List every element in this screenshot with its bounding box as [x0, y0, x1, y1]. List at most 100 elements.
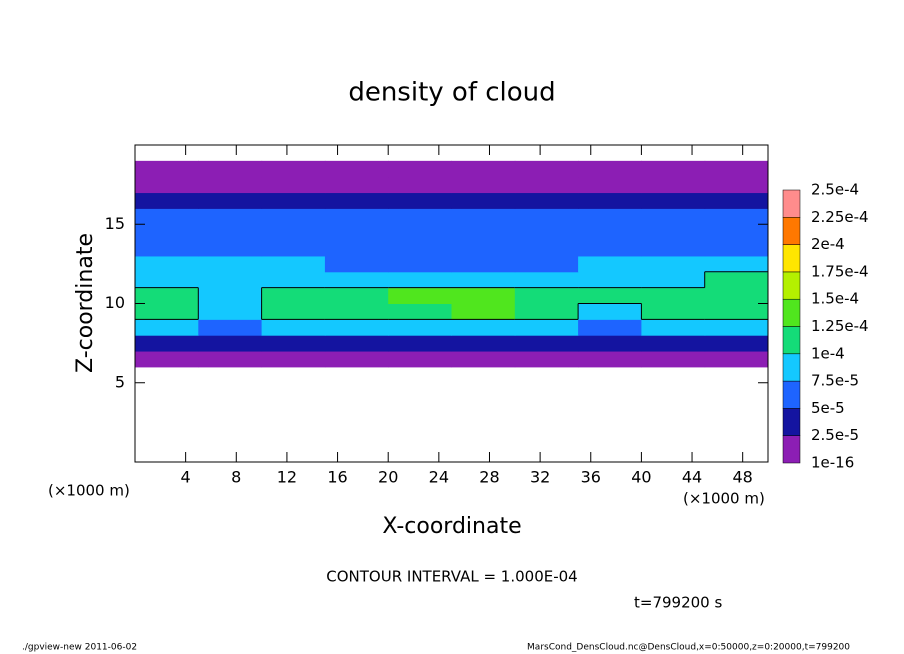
cell	[451, 271, 516, 289]
y-tick-label: 15	[105, 214, 125, 233]
cell	[704, 287, 769, 304]
cell	[388, 351, 452, 368]
cell	[514, 160, 579, 178]
x-unit-label: (×1000 m)	[683, 490, 765, 508]
cell	[135, 192, 199, 209]
cell	[388, 176, 452, 194]
cell	[388, 240, 452, 257]
y-tick-label: 10	[105, 293, 125, 312]
footer-right: MarsCond_DensCloud.nc@DensCloud,x=0:5000…	[527, 643, 850, 653]
colorbar-label: 1.5e-4	[811, 290, 859, 308]
x-tick-label: 12	[277, 468, 297, 487]
cell	[198, 176, 263, 194]
cell	[704, 319, 769, 336]
time-note: t=799200 s	[634, 594, 722, 612]
cell	[135, 224, 199, 241]
colorbar-swatch	[782, 271, 801, 300]
cell	[514, 208, 579, 225]
cell	[135, 303, 199, 320]
colorbar-swatch	[782, 244, 801, 273]
cell	[641, 335, 706, 352]
colorbar-label: 1e-4	[811, 344, 845, 362]
cell	[388, 224, 452, 241]
cell	[514, 224, 579, 241]
footer-left: ./gpview-new 2011-06-02	[22, 643, 137, 653]
cell	[578, 351, 642, 368]
cell	[704, 176, 769, 194]
cell	[451, 335, 516, 352]
cell	[451, 224, 516, 241]
cell	[324, 224, 389, 241]
cell	[261, 240, 326, 257]
colorbar-label: 2e-4	[811, 235, 845, 253]
colorbar-swatch	[782, 326, 801, 355]
cell	[704, 351, 769, 368]
y-unit-label: (×1000 m)	[48, 482, 130, 500]
cell	[261, 351, 326, 368]
cell	[578, 240, 642, 257]
cell	[704, 303, 769, 320]
cell	[641, 271, 706, 289]
cell	[451, 160, 516, 178]
x-tick-label: 4	[181, 468, 191, 487]
cell	[451, 319, 516, 336]
cell	[324, 208, 389, 225]
cell	[641, 240, 706, 257]
cell	[388, 255, 452, 273]
cell	[641, 303, 706, 320]
cell	[324, 176, 389, 194]
x-tick-label: 8	[231, 468, 241, 487]
cell	[324, 287, 389, 304]
cell	[641, 176, 706, 194]
colorbar-label: 2.25e-4	[811, 208, 869, 226]
cell	[578, 160, 642, 178]
cell	[514, 192, 579, 209]
cell	[451, 351, 516, 368]
colorbar-label: 2.5e-5	[811, 426, 859, 444]
cell	[198, 224, 263, 241]
cell	[514, 335, 579, 352]
cell	[388, 208, 452, 225]
cell	[324, 271, 389, 289]
cell	[261, 319, 326, 336]
colorbar-label: 1.75e-4	[811, 262, 869, 280]
cell	[261, 335, 326, 352]
cell	[388, 335, 452, 352]
cell	[704, 224, 769, 241]
colorbar-label: 2.5e-4	[811, 181, 859, 199]
colorbar-swatch	[782, 189, 801, 218]
x-tick-label: 28	[479, 468, 499, 487]
x-axis-title: X-coordinate	[382, 514, 521, 539]
colorbar-swatch	[782, 408, 801, 436]
cell	[514, 271, 579, 289]
cell	[198, 255, 263, 273]
cell	[578, 255, 642, 273]
cell	[198, 271, 263, 289]
cell	[135, 176, 199, 194]
colorbar-swatch	[782, 380, 801, 409]
cell	[261, 287, 326, 304]
cell	[135, 271, 199, 289]
cell	[135, 319, 199, 336]
cell	[704, 160, 769, 178]
cell	[261, 176, 326, 194]
cell	[451, 255, 516, 273]
cell	[388, 192, 452, 209]
y-axis-title: Z-coordinate	[73, 233, 98, 373]
cell	[388, 303, 452, 320]
cell	[514, 351, 579, 368]
x-tick-label: 40	[631, 468, 651, 487]
cell	[641, 224, 706, 241]
colorbar-label: 1.25e-4	[811, 317, 869, 335]
cell	[451, 287, 516, 304]
x-tick-label: 24	[429, 468, 449, 487]
colorbar-label: 5e-5	[811, 399, 845, 417]
cell	[704, 240, 769, 257]
cell	[198, 192, 263, 209]
x-tick-label: 36	[581, 468, 601, 487]
cell	[388, 271, 452, 289]
colorbar-swatch	[782, 353, 801, 382]
cell	[641, 192, 706, 209]
cell	[704, 255, 769, 273]
